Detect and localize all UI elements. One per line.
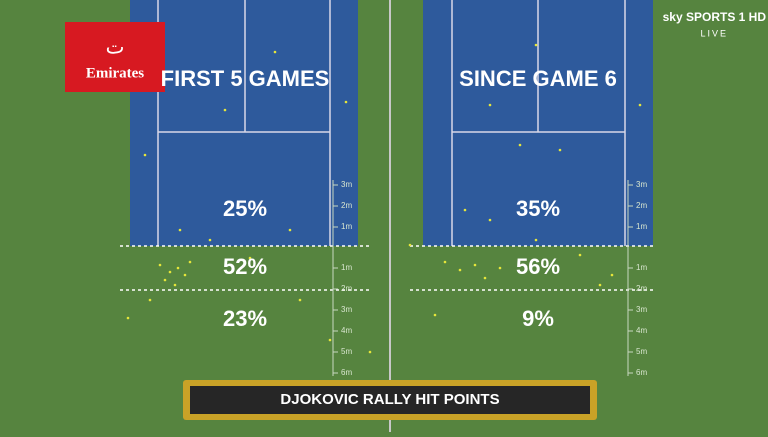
zone-percent: 9%: [522, 306, 554, 331]
court-right: [423, 0, 653, 246]
panel-title: SINCE GAME 6: [459, 66, 617, 91]
scale-label: 2m: [341, 284, 352, 293]
zone-lines: [120, 245, 656, 291]
scale-label: 2m: [636, 284, 647, 293]
zone-percent: 52%: [223, 254, 267, 279]
court-left: [130, 0, 358, 246]
scale-label: 6m: [341, 368, 352, 377]
svg-text:ﺕ: ﺕ: [106, 35, 125, 59]
scale-label: 5m: [636, 347, 647, 356]
zone-percent: 25%: [223, 196, 267, 221]
scale-label: 3m: [341, 180, 352, 189]
panel-title: FIRST 5 GAMES: [161, 66, 330, 91]
scale-label: 3m: [636, 180, 647, 189]
scale-label: 1m: [636, 222, 647, 231]
zone-percent: 56%: [516, 254, 560, 279]
scale-label: 3m: [636, 305, 647, 314]
scale-label: 4m: [636, 326, 647, 335]
scale-label: 3m: [341, 305, 352, 314]
caption: DJOKOVIC RALLY HIT POINTS: [280, 391, 499, 408]
scale-label: 1m: [636, 263, 647, 272]
scale-label: 1m: [341, 222, 352, 231]
logo-text: Emirates: [86, 65, 144, 81]
scale-label: 2m: [341, 201, 352, 210]
scale-label: 6m: [636, 368, 647, 377]
caption-bar: DJOKOVIC RALLY HIT POINTS: [183, 380, 597, 420]
emirates-logo: ﺕ Emirates: [65, 22, 165, 92]
channel-logo: sky SPORTS 1 HD: [663, 10, 767, 24]
scale-label: 2m: [636, 201, 647, 210]
scale-label: 1m: [341, 263, 352, 272]
zone-percent: 23%: [223, 306, 267, 331]
scale-label: 5m: [341, 347, 352, 356]
zone-percent: 35%: [516, 196, 560, 221]
hit-dots: [126, 43, 642, 354]
live-badge: LIVE: [700, 28, 728, 38]
scale-label: 4m: [341, 326, 352, 335]
